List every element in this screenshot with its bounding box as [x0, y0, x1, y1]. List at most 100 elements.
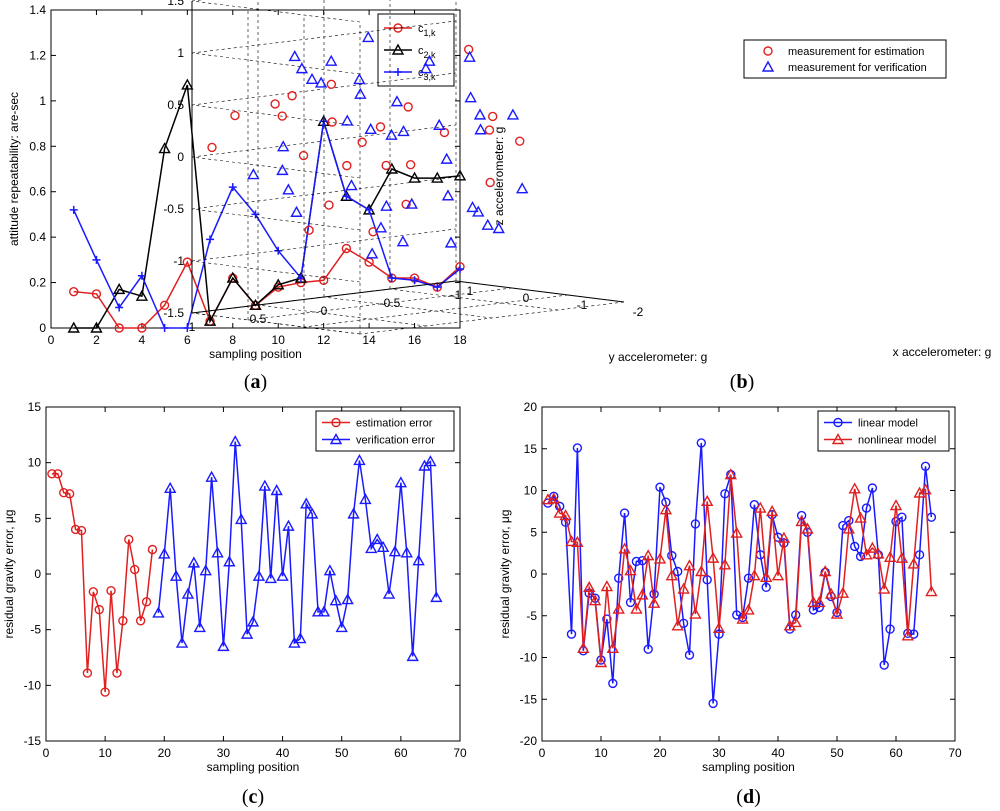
chart-c-series-1-point — [424, 455, 437, 467]
chart-b-zgrid — [191, 208, 361, 231]
chart-b-ygrid — [389, 288, 559, 311]
chart-c-series-1-point — [205, 470, 218, 482]
chart-a-series-2-point — [206, 235, 215, 244]
chart-d-series-1-point — [777, 531, 791, 543]
chart-b-series-0-point — [342, 160, 352, 171]
chart-b-series-0-point — [357, 137, 367, 147]
chart-c-series-0-line — [51, 473, 154, 693]
chart-b-series-1-point — [374, 221, 388, 233]
chart-d-series-1-point — [919, 483, 932, 495]
chart-b-xtick-label: 1 — [467, 284, 474, 298]
chart-a-xtick-label: 14 — [362, 333, 376, 347]
chart-d: 0 10 20 30 40 50 60 70 -20 -15 -10 -5 0 5 10 15 20 sampli… — [498, 400, 962, 808]
chart-b-ztick-label: 0.5 — [167, 98, 184, 112]
chart-d-series-1-point — [636, 588, 649, 600]
chart-b-series-0-point — [485, 177, 495, 188]
chart-d-ytick-label: -20 — [520, 734, 538, 748]
chart-a-series-0-point — [137, 323, 147, 333]
chart-d-series-1-point — [901, 629, 914, 641]
chart-a-series-2-point — [387, 274, 396, 283]
chart-d-ytick-label: -15 — [520, 692, 538, 706]
chart-c-series-1-point — [430, 590, 443, 603]
chart-d-series-1-point — [565, 534, 578, 547]
chart-b-series-0-point — [287, 91, 297, 101]
chart-a-ytick-label: 1.4 — [29, 3, 46, 17]
chart-a-series-0-point — [69, 286, 79, 297]
chart-b-ygrid — [257, 304, 427, 327]
chart-b-series-1-point — [364, 122, 377, 135]
chart-d-series-1-point — [736, 612, 749, 624]
chart-c-series-1-point — [382, 587, 396, 599]
chart-d-series-1-point — [647, 596, 661, 608]
chart-c-series-0-point — [124, 534, 134, 545]
chart-d-series-1-line — [547, 474, 933, 663]
chart-c-series-1-point — [276, 569, 289, 581]
chart-a-series-1-point — [226, 271, 239, 283]
chart-d-series-1-point — [824, 587, 838, 599]
chart-d-series-1-point — [683, 559, 696, 571]
chart-c-xtick-label: 60 — [394, 746, 408, 760]
chart-c-series-1-point — [376, 540, 390, 552]
chart-a-series-1-point — [272, 278, 285, 290]
chart-d-series-0-point — [608, 678, 618, 689]
chart-b-series-0-point — [324, 200, 334, 210]
chart-d-ytick-label: 5 — [530, 525, 537, 539]
chart-c-series-0-point — [135, 616, 146, 626]
chart-d-series-1-point — [583, 580, 596, 593]
chart-b-series-1-point — [419, 62, 433, 74]
chart-d-series-0-point — [796, 510, 807, 521]
chart-a-caption: (a) — [244, 371, 267, 393]
chart-d-series-0-point — [714, 629, 724, 639]
chart-c-series-1-point — [264, 572, 277, 584]
chart-b-series-1-point — [423, 54, 436, 66]
chart-c-xtick-label: 10 — [98, 746, 112, 760]
chart-b-series-1-point — [385, 128, 398, 140]
chart-b-xtick-label: -1 — [577, 298, 588, 312]
chart-d-series-1-point — [689, 607, 702, 619]
chart-b-series-0-point — [326, 79, 337, 90]
chart-b-zgrid — [191, 156, 361, 179]
chart-d-series-1-point — [889, 499, 903, 511]
chart-c-series-1-point — [347, 507, 360, 519]
chart-a-series-0-point — [318, 275, 329, 285]
chart-b-series-1-point — [464, 91, 477, 103]
chart-b-series-0-point — [375, 122, 386, 132]
chart-d-series-1-point — [819, 565, 832, 577]
chart-b-series-1-point — [247, 168, 260, 180]
chart-b-ytick-label: 0 — [321, 304, 328, 318]
chart-d-series-1-point — [706, 551, 720, 563]
chart-c-series-1-point — [229, 435, 242, 447]
chart-c-series-1-point — [311, 605, 325, 617]
chart-c-series-1-point — [341, 593, 354, 605]
chart-b-ztick-label: 0 — [177, 150, 184, 164]
chart-b-series-0-point — [463, 44, 474, 55]
chart-b-series-1-point — [463, 50, 476, 62]
chart-a-series-2-point — [296, 274, 305, 283]
chart-d-series-0-point — [667, 550, 677, 561]
chart-d-series-1-point — [807, 595, 820, 608]
chart-d-series-1-point — [695, 565, 708, 577]
chart-b-series-0-point — [488, 111, 498, 122]
chart-d-series-1-point — [653, 552, 667, 564]
chart-d-series-0-point — [673, 566, 683, 577]
chart-d-series-1-point — [760, 570, 773, 583]
chart-c-series-1-point — [359, 492, 372, 505]
chart-c-series-1-point — [282, 519, 295, 531]
chart-c-series-1-point — [412, 554, 425, 566]
chart-b-series-1-point — [444, 236, 458, 248]
chart-c-series-1-point — [187, 556, 201, 568]
chart-b-series-0-point — [405, 159, 416, 170]
chart-a-series-0-point — [114, 323, 124, 333]
chart-a-series-2-point — [137, 271, 146, 280]
chart-d-series-1-point — [588, 594, 602, 606]
chart-c-plot-area — [45, 406, 461, 742]
chart-c-series-1-line — [157, 441, 438, 657]
chart-c-series-1-point — [294, 632, 307, 644]
chart-b-series-0-point — [381, 160, 391, 171]
chart-b-legend-marker — [763, 46, 773, 56]
chart-c-series-0-point — [76, 525, 87, 536]
chart-b-series-1-point — [354, 87, 367, 99]
chart-c-series-0-point — [106, 586, 116, 596]
chart-d-legend-label: linear model — [858, 418, 918, 430]
chart-b-xtick-label: 0 — [523, 291, 530, 305]
